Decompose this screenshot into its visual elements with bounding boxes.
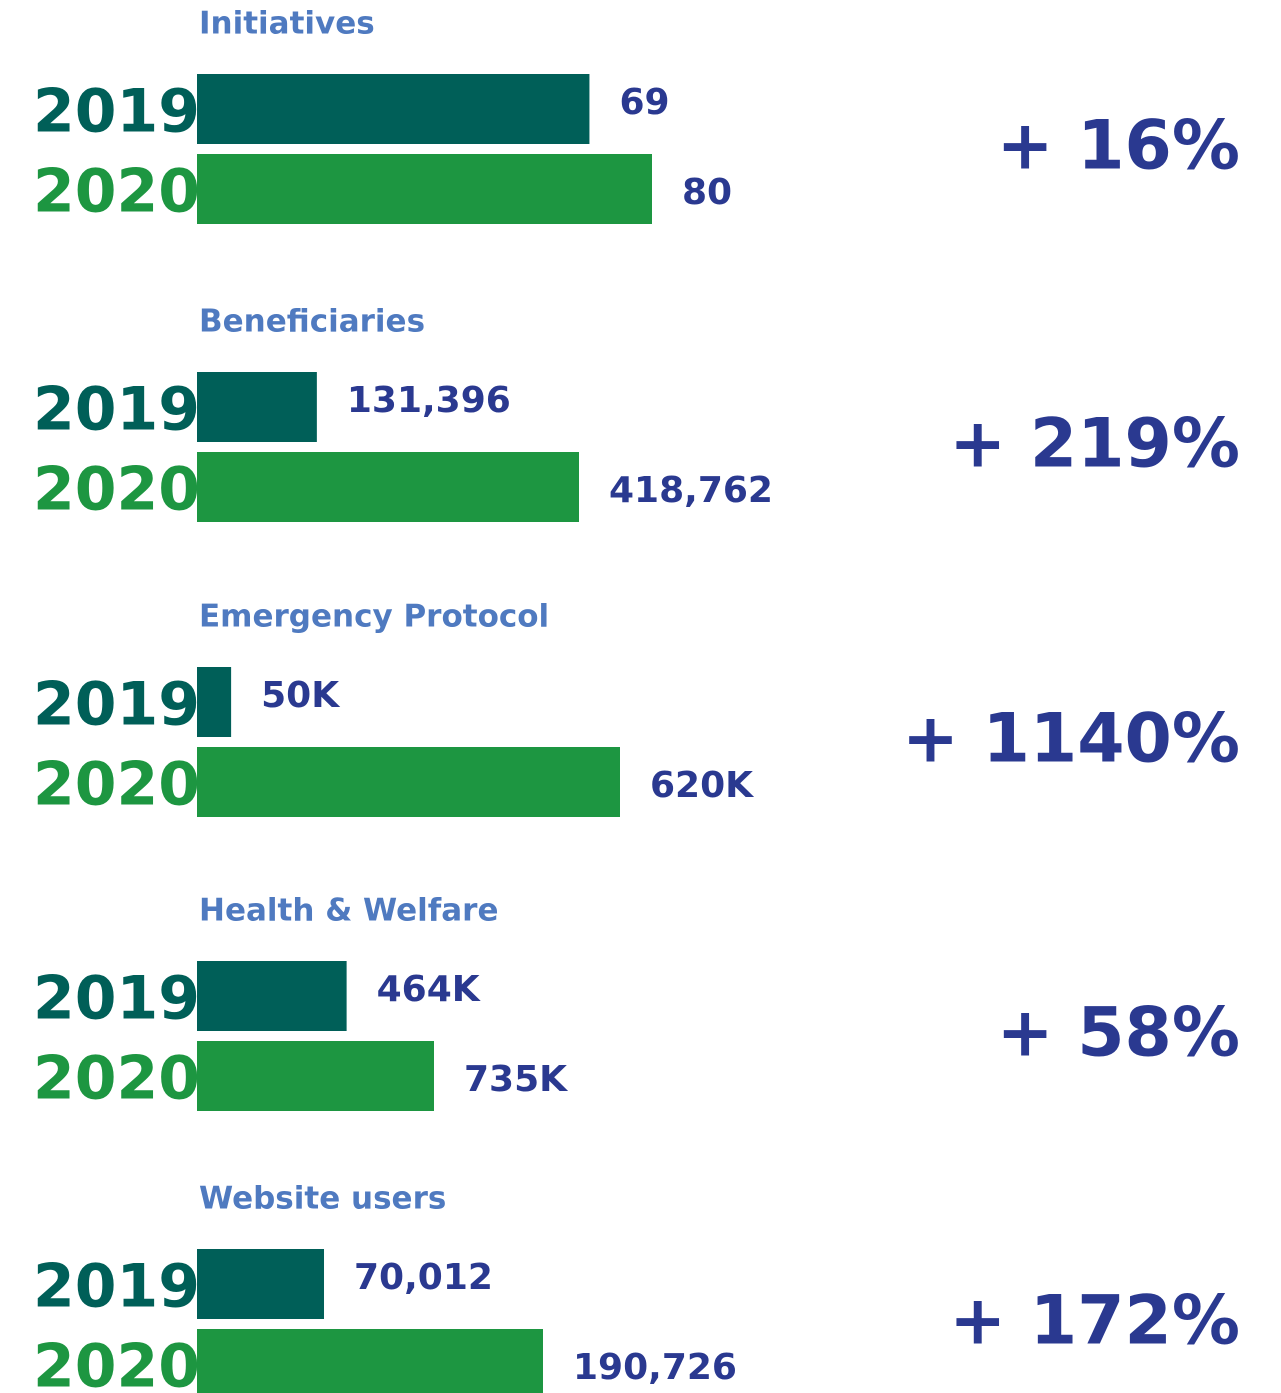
panel-title: Emergency Protocol: [199, 599, 549, 635]
value-label: 190,726: [573, 1347, 737, 1388]
panel-title: Initiatives: [199, 6, 375, 42]
value-label: 620K: [650, 765, 754, 806]
value-label: 464K: [377, 969, 481, 1010]
bar: [197, 74, 590, 144]
year-label: 2019: [33, 670, 200, 740]
value-label: 80: [682, 172, 732, 213]
change-label: + 1140%: [902, 700, 1240, 779]
panel-title: Health & Welfare: [199, 893, 498, 929]
panel-title: Beneficiaries: [199, 304, 425, 340]
bar: [197, 452, 579, 522]
year-label: 2019: [33, 1252, 200, 1322]
year-label: 2020: [33, 157, 200, 227]
panel-title: Website users: [199, 1181, 446, 1217]
bar: [197, 372, 317, 442]
value-label: 69: [619, 82, 669, 123]
value-label: 418,762: [609, 470, 773, 511]
bar: [197, 1249, 325, 1319]
year-label: 2020: [33, 1332, 200, 1393]
year-label: 2019: [33, 375, 200, 445]
value-label: 50K: [261, 675, 340, 716]
change-label: + 172%: [949, 1282, 1240, 1361]
year-label: 2020: [33, 1044, 200, 1114]
bar: [197, 1041, 434, 1111]
bar: [197, 747, 620, 817]
value-label: 131,396: [347, 380, 511, 421]
year-label: 2019: [33, 77, 200, 147]
change-label: + 16%: [997, 107, 1240, 186]
year-label: 2020: [33, 455, 200, 525]
change-label: + 58%: [997, 994, 1240, 1073]
change-label: + 219%: [949, 405, 1240, 484]
year-label: 2019: [33, 964, 200, 1034]
year-label: 2020: [33, 750, 200, 820]
bar: [197, 154, 652, 224]
bar: [197, 667, 232, 737]
bar: [197, 1329, 543, 1393]
value-label: 735K: [464, 1059, 568, 1100]
value-label: 70,012: [354, 1257, 493, 1298]
bar: [197, 961, 347, 1031]
